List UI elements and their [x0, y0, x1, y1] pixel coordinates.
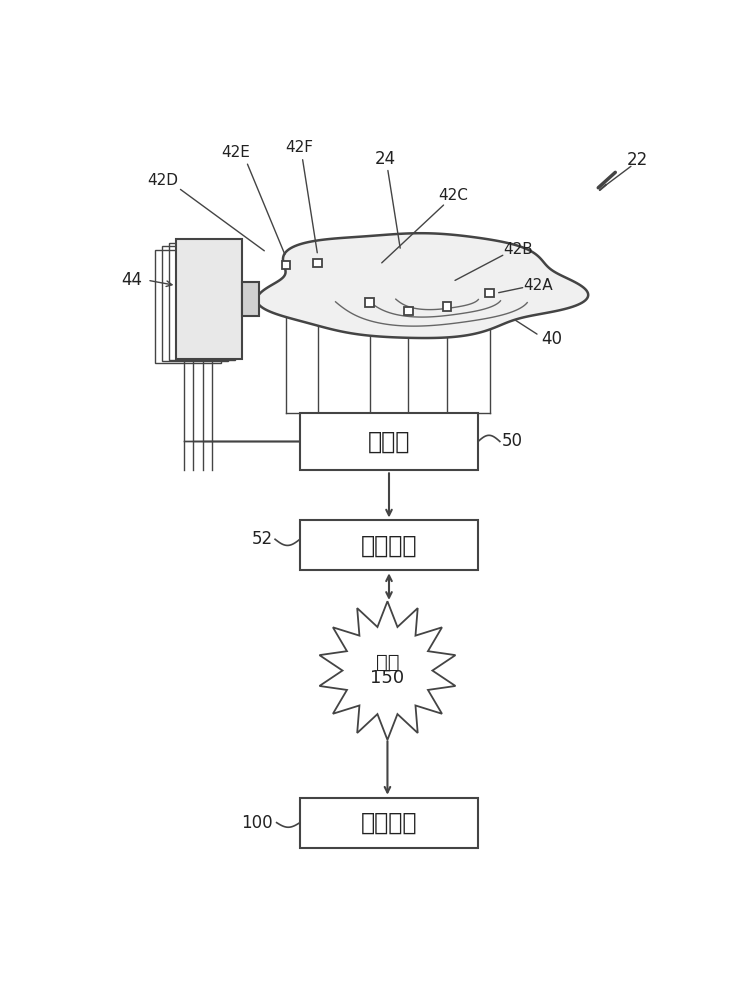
Text: 42E: 42E [221, 145, 250, 160]
Text: 控制器: 控制器 [368, 429, 411, 453]
Text: 42C: 42C [438, 188, 468, 203]
Bar [404, 307, 413, 315]
Bar [443, 302, 451, 311]
Text: 100: 100 [241, 814, 273, 832]
Text: 42F: 42F [285, 140, 313, 155]
Text: 50: 50 [501, 432, 522, 450]
Bar [155, 250, 222, 363]
Text: 42B: 42B [503, 242, 532, 257]
Bar [300, 413, 478, 470]
Polygon shape [257, 233, 588, 338]
Text: 通信设备: 通信设备 [361, 533, 417, 557]
Text: 52: 52 [252, 530, 273, 548]
Text: 40: 40 [541, 330, 562, 348]
Text: 44: 44 [121, 271, 142, 289]
Text: 42D: 42D [147, 173, 178, 188]
Bar [176, 239, 242, 359]
Bar [314, 259, 322, 267]
Bar [242, 282, 259, 316]
Bar [282, 261, 290, 269]
Text: 22: 22 [627, 151, 648, 169]
Bar [365, 298, 374, 307]
Text: 网络: 网络 [376, 653, 399, 672]
Polygon shape [320, 601, 455, 740]
Bar [485, 289, 494, 297]
Bar [163, 246, 228, 361]
Text: 24: 24 [374, 149, 395, 167]
Text: 42A: 42A [523, 278, 553, 293]
Text: 计算系统: 计算系统 [361, 811, 417, 835]
Bar [300, 520, 478, 570]
Text: 150: 150 [370, 669, 404, 687]
Bar [169, 243, 235, 360]
Bar [300, 798, 478, 848]
